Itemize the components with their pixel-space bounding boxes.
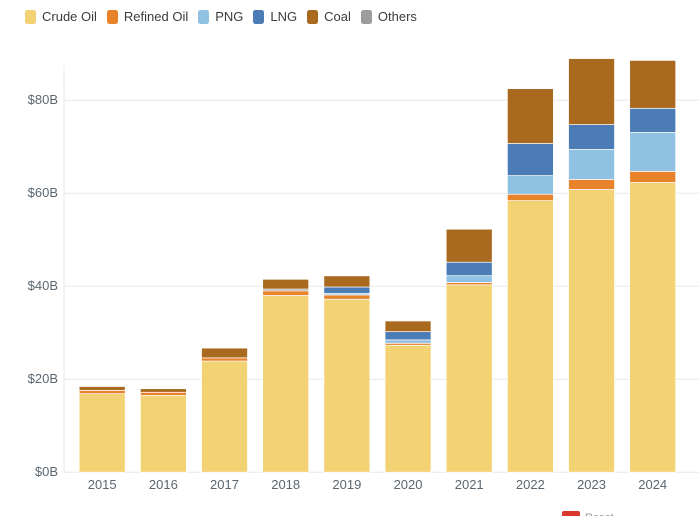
svg-text:2021: 2021 xyxy=(455,477,484,492)
svg-text:$60B: $60B xyxy=(28,185,58,200)
svg-text:2020: 2020 xyxy=(394,477,423,492)
svg-text:2017: 2017 xyxy=(210,477,239,492)
svg-text:$40B: $40B xyxy=(28,278,58,293)
svg-text:2019: 2019 xyxy=(332,477,361,492)
svg-text:2018: 2018 xyxy=(271,477,300,492)
svg-text:$80B: $80B xyxy=(28,92,58,107)
svg-text:$20B: $20B xyxy=(28,371,58,386)
svg-text:2023: 2023 xyxy=(577,477,606,492)
svg-text:2024: 2024 xyxy=(638,477,667,492)
svg-text:2022: 2022 xyxy=(516,477,545,492)
svg-text:2016: 2016 xyxy=(149,477,178,492)
svg-text:2015: 2015 xyxy=(88,477,117,492)
svg-text:$0B: $0B xyxy=(35,464,58,479)
